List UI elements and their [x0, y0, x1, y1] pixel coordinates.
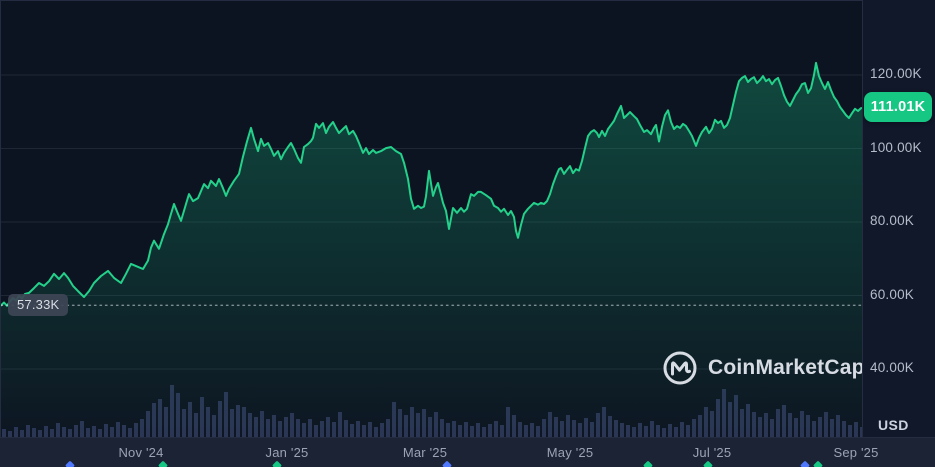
y-axis-unit-label: USD — [878, 417, 909, 433]
x-axis-tick: Jul '25 — [692, 445, 732, 460]
event-marker-green-icon[interactable] — [643, 460, 653, 467]
price-line-chart — [1, 61, 863, 438]
y-axis-tick: 120.00K — [870, 66, 922, 81]
y-axis-tick: 40.00K — [870, 360, 914, 375]
current-price-badge: 111.01K — [864, 92, 932, 123]
event-marker-blue-icon[interactable] — [442, 460, 452, 467]
x-axis-tick: Jan '25 — [265, 445, 309, 460]
x-axis-tick: May '25 — [546, 445, 594, 460]
x-axis-strip: Nov '24 Jan '25 Mar '25 May '25 Jul '25 Sep '… — [0, 437, 935, 467]
x-axis-tick: Sep '25 — [833, 445, 879, 460]
y-axis-tick: 60.00K — [870, 286, 914, 302]
y-axis-panel: 120.00K 100.00K 80.00K 60.00K 40.00K USD — [862, 0, 935, 437]
event-marker-blue-icon[interactable] — [65, 460, 75, 467]
y-axis-tick: 100.00K — [870, 139, 922, 155]
price-line — [1, 61, 863, 307]
price-area-fill — [1, 62, 863, 438]
x-axis-tick: Nov '24 — [118, 445, 164, 460]
event-marker-green-icon[interactable] — [703, 460, 713, 467]
event-marker-blue-icon[interactable] — [800, 460, 810, 467]
price-chart-pane[interactable]: 57.33K — [0, 0, 863, 438]
y-axis-tick: 80.00K — [870, 213, 914, 228]
start-price-badge: 57.33K — [8, 294, 69, 317]
x-axis-tick: Mar '25 — [402, 445, 448, 460]
event-marker-green-icon[interactable] — [272, 460, 282, 467]
event-marker-green-icon[interactable] — [813, 460, 823, 467]
event-marker-green-icon[interactable] — [158, 460, 168, 467]
